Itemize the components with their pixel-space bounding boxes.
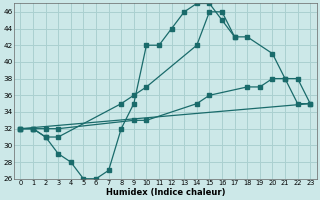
X-axis label: Humidex (Indice chaleur): Humidex (Indice chaleur) [106,188,225,197]
